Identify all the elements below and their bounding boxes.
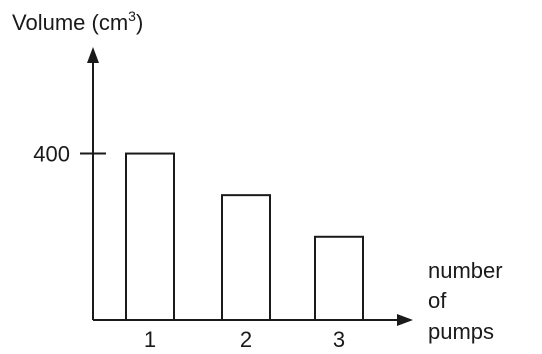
y-axis-arrowhead bbox=[87, 47, 99, 63]
x-axis-title-line-2: of bbox=[428, 288, 447, 313]
x-tick-labels: 1 2 3 bbox=[144, 327, 345, 352]
x-axis-arrowhead bbox=[397, 314, 413, 326]
y-tick-label: 400 bbox=[33, 142, 70, 167]
y-axis-title-close: ) bbox=[136, 10, 143, 35]
y-axis-title-superscript: 3 bbox=[128, 8, 136, 24]
y-ticks: 400 bbox=[33, 142, 106, 167]
x-tick-label: 3 bbox=[333, 327, 345, 352]
y-axis-title: Volume (cm3) bbox=[12, 8, 143, 35]
x-axis-title-line-1: number bbox=[428, 258, 503, 283]
bar-1 bbox=[125, 152, 175, 321]
x-axis-title: number of pumps bbox=[428, 258, 509, 344]
bar-3 bbox=[314, 235, 364, 322]
bar-2 bbox=[221, 194, 271, 321]
x-axis-title-line-3: pumps bbox=[428, 319, 494, 344]
x-tick-label: 1 bbox=[144, 327, 156, 352]
x-tick-label: 2 bbox=[240, 327, 252, 352]
y-axis-title-text: Volume (cm bbox=[12, 10, 128, 35]
bars bbox=[125, 152, 364, 322]
